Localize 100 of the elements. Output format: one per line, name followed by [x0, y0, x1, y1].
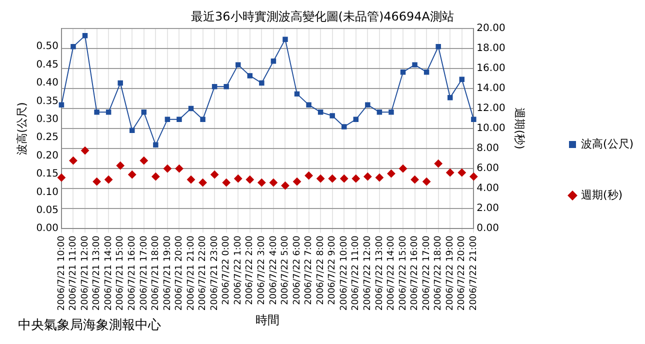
y-tick-label: 0.30 — [36, 114, 58, 126]
point — [92, 178, 101, 186]
point — [328, 174, 336, 183]
point — [293, 178, 302, 186]
point — [104, 176, 113, 184]
point — [198, 178, 207, 187]
y-tick-label: 0.40 — [36, 78, 58, 89]
y2-tick-label: 20.00 — [476, 22, 506, 34]
x-tick-label: 2006/7/21 22:00 — [198, 235, 208, 311]
x-tick-label: 2006/7/21 19:00 — [162, 235, 173, 311]
y2-axis-title: 週期(秒) — [513, 108, 526, 150]
x-tick-label: 2006/7/21 15:00 — [116, 235, 126, 311]
legend-label: 波高(公尺) — [581, 137, 634, 150]
point — [282, 36, 288, 42]
y-tick-label: 0.35 — [36, 96, 58, 107]
point — [116, 162, 124, 170]
point — [376, 110, 382, 115]
point — [187, 176, 196, 184]
point — [82, 33, 88, 38]
x-tick-label: 2006/7/21 20:00 — [174, 235, 185, 311]
point — [342, 124, 347, 130]
x-tick-label: 2006/7/22 16:00 — [410, 235, 420, 311]
point — [424, 69, 430, 75]
x-tick-label: 2006/7/22 11:00 — [351, 235, 362, 311]
y2-tick-label: 2.00 — [476, 203, 499, 214]
point — [152, 172, 160, 181]
point — [294, 91, 300, 97]
point — [306, 102, 312, 108]
point — [141, 110, 147, 115]
point — [471, 116, 476, 122]
y2-tick-label: 6.00 — [476, 163, 499, 174]
x-tick-label: 2006/7/21 16:00 — [127, 235, 138, 311]
y2-tick-label: 10.00 — [476, 123, 506, 134]
point — [340, 174, 348, 183]
y2-tick-label: 18.00 — [476, 43, 506, 54]
point — [259, 80, 264, 86]
point — [412, 62, 418, 68]
point — [387, 170, 396, 178]
chart-title: 最近36小時實測波高變化圖(未品管)46694A測站 — [190, 9, 454, 24]
x-tick-label: 2006/7/22 19:00 — [445, 235, 456, 311]
y-tick-label: 0.00 — [36, 223, 58, 234]
y2-tick-label: 0.00 — [476, 223, 499, 234]
point — [399, 164, 408, 173]
x-tick-label: 2006/7/22 8:00 — [316, 235, 326, 305]
point — [434, 160, 442, 168]
point — [153, 142, 158, 148]
point — [446, 168, 454, 177]
y-tick-label: 0.50 — [36, 41, 58, 52]
y2-tick-label: 12.00 — [476, 103, 506, 114]
x-tick-label: 2006/7/22 12:00 — [363, 235, 374, 311]
x-tick-label: 2006/7/22 21:00 — [469, 235, 480, 311]
x-tick-label: 2006/7/22 13:00 — [374, 235, 385, 311]
point — [353, 116, 359, 122]
point — [224, 84, 229, 90]
x-tick-label: 2006/7/22 14:00 — [386, 235, 397, 311]
x-tick-label: 2006/7/21 12:00 — [80, 235, 90, 311]
point — [236, 62, 241, 68]
point — [375, 174, 384, 182]
x-tick-label: 2006/7/22 9:00 — [328, 235, 338, 305]
point — [81, 146, 90, 155]
x-tick-label: 2006/7/22 0:00 — [222, 235, 232, 305]
x-tick-label: 2006/7/22 4:00 — [268, 235, 279, 305]
x-tick-label: 2006/7/21 17:00 — [139, 235, 150, 311]
point — [388, 110, 394, 115]
point — [365, 102, 370, 108]
point — [318, 110, 324, 115]
point — [176, 116, 182, 122]
y2-tick-label: 16.00 — [476, 63, 506, 74]
point — [164, 116, 170, 122]
point — [470, 172, 478, 181]
point — [140, 156, 148, 165]
point — [447, 94, 453, 100]
x-tick-label: 2006/7/21 21:00 — [186, 235, 196, 311]
y2-tick-label: 4.00 — [476, 183, 499, 194]
point — [269, 178, 278, 187]
point — [400, 69, 406, 75]
y2-tick-label: 14.00 — [476, 83, 506, 94]
x-tick-label: 2006/7/22 3:00 — [257, 235, 268, 305]
y-tick-label: 0.05 — [36, 205, 58, 216]
x-tick-label: 2006/7/21 14:00 — [104, 235, 114, 311]
point — [352, 174, 360, 183]
y-tick-label: 0.45 — [36, 59, 58, 70]
x-tick-label: 2006/7/21 10:00 — [56, 235, 67, 311]
point — [94, 110, 100, 115]
point — [210, 170, 219, 179]
x-tick-label: 2006/7/22 5:00 — [280, 235, 291, 305]
point — [212, 84, 218, 90]
x-tick-label: 2006/7/22 6:00 — [292, 235, 302, 305]
point — [458, 168, 466, 177]
x-tick-label: 2006/7/22 2:00 — [245, 235, 256, 305]
x-tick-label: 2006/7/21 13:00 — [92, 235, 102, 311]
y-tick-label: 0.10 — [36, 186, 58, 198]
legend-label: 週期(秒) — [581, 188, 623, 202]
point — [106, 110, 112, 115]
point — [270, 58, 276, 64]
x-tick-label: 2006/7/21 23:00 — [210, 235, 220, 311]
y-tick-label: 0.20 — [36, 150, 58, 162]
point — [222, 178, 230, 187]
point — [246, 176, 254, 184]
x-tick-label: 2006/7/22 10:00 — [339, 235, 350, 311]
